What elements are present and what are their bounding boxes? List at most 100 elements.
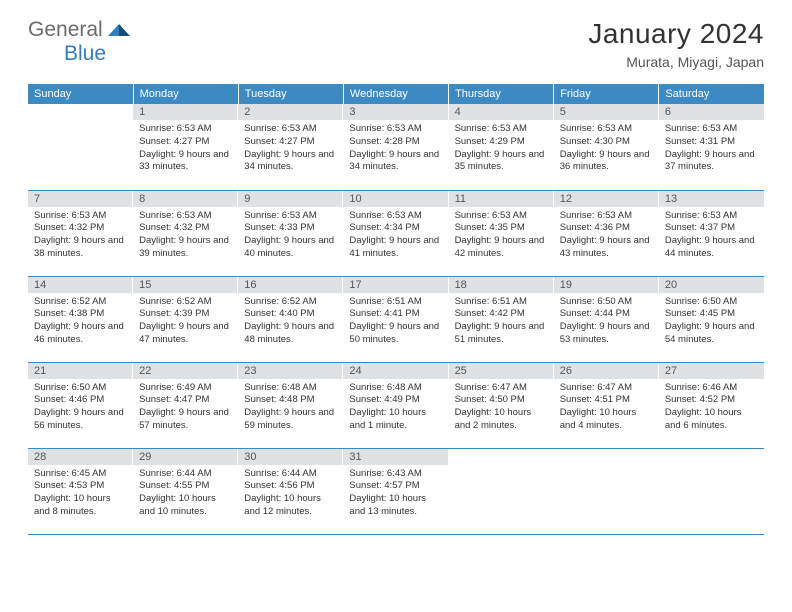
day-details: Sunrise: 6:50 AMSunset: 4:46 PMDaylight:… bbox=[28, 379, 133, 437]
day-number: 7 bbox=[28, 191, 133, 207]
day-details: Sunrise: 6:51 AMSunset: 4:41 PMDaylight:… bbox=[343, 293, 448, 351]
calendar-day-cell: 8Sunrise: 6:53 AMSunset: 4:32 PMDaylight… bbox=[133, 190, 238, 276]
day-number: 17 bbox=[343, 277, 448, 293]
weekday-header: Thursday bbox=[449, 84, 554, 104]
day-details: Sunrise: 6:52 AMSunset: 4:38 PMDaylight:… bbox=[28, 293, 133, 351]
day-details: Sunrise: 6:43 AMSunset: 4:57 PMDaylight:… bbox=[343, 465, 448, 523]
day-details: Sunrise: 6:44 AMSunset: 4:55 PMDaylight:… bbox=[133, 465, 238, 523]
calendar-day-cell: 20Sunrise: 6:50 AMSunset: 4:45 PMDayligh… bbox=[659, 276, 764, 362]
logo-text-blue: Blue bbox=[64, 42, 106, 65]
calendar-week-row: 28Sunrise: 6:45 AMSunset: 4:53 PMDayligh… bbox=[28, 448, 764, 534]
calendar-day-cell: 14Sunrise: 6:52 AMSunset: 4:38 PMDayligh… bbox=[28, 276, 133, 362]
day-number: 6 bbox=[659, 104, 764, 120]
weekday-header: Sunday bbox=[28, 84, 133, 104]
calendar-day-cell: 6Sunrise: 6:53 AMSunset: 4:31 PMDaylight… bbox=[659, 104, 764, 190]
calendar-day-cell: 10Sunrise: 6:53 AMSunset: 4:34 PMDayligh… bbox=[343, 190, 448, 276]
calendar-day-cell bbox=[554, 448, 659, 534]
day-details: Sunrise: 6:53 AMSunset: 4:30 PMDaylight:… bbox=[554, 120, 659, 178]
calendar-day-cell: 30Sunrise: 6:44 AMSunset: 4:56 PMDayligh… bbox=[238, 448, 343, 534]
logo-mark-icon bbox=[108, 20, 130, 41]
day-number: 29 bbox=[133, 449, 238, 465]
day-number: 18 bbox=[449, 277, 554, 293]
calendar-day-cell: 4Sunrise: 6:53 AMSunset: 4:29 PMDaylight… bbox=[449, 104, 554, 190]
calendar-day-cell: 9Sunrise: 6:53 AMSunset: 4:33 PMDaylight… bbox=[238, 190, 343, 276]
calendar-day-cell: 18Sunrise: 6:51 AMSunset: 4:42 PMDayligh… bbox=[449, 276, 554, 362]
calendar-week-row: 7Sunrise: 6:53 AMSunset: 4:32 PMDaylight… bbox=[28, 190, 764, 276]
day-details: Sunrise: 6:53 AMSunset: 4:33 PMDaylight:… bbox=[238, 207, 343, 265]
calendar-day-cell: 24Sunrise: 6:48 AMSunset: 4:49 PMDayligh… bbox=[343, 362, 448, 448]
calendar-day-cell: 29Sunrise: 6:44 AMSunset: 4:55 PMDayligh… bbox=[133, 448, 238, 534]
calendar-body: 1Sunrise: 6:53 AMSunset: 4:27 PMDaylight… bbox=[28, 104, 764, 534]
day-details: Sunrise: 6:53 AMSunset: 4:27 PMDaylight:… bbox=[238, 120, 343, 178]
weekday-header: Friday bbox=[554, 84, 659, 104]
day-details: Sunrise: 6:53 AMSunset: 4:31 PMDaylight:… bbox=[659, 120, 764, 178]
day-number: 19 bbox=[554, 277, 659, 293]
day-number: 31 bbox=[343, 449, 448, 465]
calendar-day-cell: 26Sunrise: 6:47 AMSunset: 4:51 PMDayligh… bbox=[554, 362, 659, 448]
day-number: 2 bbox=[238, 104, 343, 120]
day-number: 20 bbox=[659, 277, 764, 293]
day-number: 11 bbox=[449, 191, 554, 207]
weekday-header-row: SundayMondayTuesdayWednesdayThursdayFrid… bbox=[28, 84, 764, 104]
logo: General bbox=[28, 18, 132, 42]
day-details: Sunrise: 6:53 AMSunset: 4:29 PMDaylight:… bbox=[449, 120, 554, 178]
calendar-week-row: 14Sunrise: 6:52 AMSunset: 4:38 PMDayligh… bbox=[28, 276, 764, 362]
weekday-header: Tuesday bbox=[238, 84, 343, 104]
calendar-day-cell bbox=[449, 448, 554, 534]
day-number: 15 bbox=[133, 277, 238, 293]
day-details: Sunrise: 6:53 AMSunset: 4:32 PMDaylight:… bbox=[133, 207, 238, 265]
day-number: 27 bbox=[659, 363, 764, 379]
weekday-header: Saturday bbox=[659, 84, 764, 104]
day-number: 16 bbox=[238, 277, 343, 293]
day-details: Sunrise: 6:53 AMSunset: 4:34 PMDaylight:… bbox=[343, 207, 448, 265]
calendar-day-cell: 7Sunrise: 6:53 AMSunset: 4:32 PMDaylight… bbox=[28, 190, 133, 276]
day-details: Sunrise: 6:53 AMSunset: 4:27 PMDaylight:… bbox=[133, 120, 238, 178]
day-number: 22 bbox=[133, 363, 238, 379]
day-number: 24 bbox=[343, 363, 448, 379]
day-details: Sunrise: 6:53 AMSunset: 4:28 PMDaylight:… bbox=[343, 120, 448, 178]
day-details: Sunrise: 6:45 AMSunset: 4:53 PMDaylight:… bbox=[28, 465, 133, 523]
logo-text-general: General bbox=[28, 18, 103, 42]
day-details: Sunrise: 6:44 AMSunset: 4:56 PMDaylight:… bbox=[238, 465, 343, 523]
calendar-day-cell: 16Sunrise: 6:52 AMSunset: 4:40 PMDayligh… bbox=[238, 276, 343, 362]
calendar-day-cell: 13Sunrise: 6:53 AMSunset: 4:37 PMDayligh… bbox=[659, 190, 764, 276]
day-number: 4 bbox=[449, 104, 554, 120]
location-subtitle: Murata, Miyagi, Japan bbox=[588, 54, 764, 70]
day-details: Sunrise: 6:47 AMSunset: 4:50 PMDaylight:… bbox=[449, 379, 554, 437]
day-details: Sunrise: 6:50 AMSunset: 4:44 PMDaylight:… bbox=[554, 293, 659, 351]
calendar-week-row: 21Sunrise: 6:50 AMSunset: 4:46 PMDayligh… bbox=[28, 362, 764, 448]
day-number: 1 bbox=[133, 104, 238, 120]
calendar-day-cell: 27Sunrise: 6:46 AMSunset: 4:52 PMDayligh… bbox=[659, 362, 764, 448]
calendar-day-cell: 19Sunrise: 6:50 AMSunset: 4:44 PMDayligh… bbox=[554, 276, 659, 362]
day-details: Sunrise: 6:53 AMSunset: 4:37 PMDaylight:… bbox=[659, 207, 764, 265]
calendar-day-cell: 5Sunrise: 6:53 AMSunset: 4:30 PMDaylight… bbox=[554, 104, 659, 190]
calendar-day-cell: 31Sunrise: 6:43 AMSunset: 4:57 PMDayligh… bbox=[343, 448, 448, 534]
day-details: Sunrise: 6:48 AMSunset: 4:48 PMDaylight:… bbox=[238, 379, 343, 437]
calendar-day-cell: 2Sunrise: 6:53 AMSunset: 4:27 PMDaylight… bbox=[238, 104, 343, 190]
day-details: Sunrise: 6:53 AMSunset: 4:35 PMDaylight:… bbox=[449, 207, 554, 265]
day-details: Sunrise: 6:46 AMSunset: 4:52 PMDaylight:… bbox=[659, 379, 764, 437]
day-number: 8 bbox=[133, 191, 238, 207]
day-details: Sunrise: 6:50 AMSunset: 4:45 PMDaylight:… bbox=[659, 293, 764, 351]
day-number: 12 bbox=[554, 191, 659, 207]
calendar-day-cell: 3Sunrise: 6:53 AMSunset: 4:28 PMDaylight… bbox=[343, 104, 448, 190]
calendar-day-cell: 11Sunrise: 6:53 AMSunset: 4:35 PMDayligh… bbox=[449, 190, 554, 276]
day-details: Sunrise: 6:53 AMSunset: 4:36 PMDaylight:… bbox=[554, 207, 659, 265]
day-number: 23 bbox=[238, 363, 343, 379]
calendar-table: SundayMondayTuesdayWednesdayThursdayFrid… bbox=[28, 84, 764, 535]
day-number: 30 bbox=[238, 449, 343, 465]
calendar-day-cell: 1Sunrise: 6:53 AMSunset: 4:27 PMDaylight… bbox=[133, 104, 238, 190]
calendar-day-cell: 28Sunrise: 6:45 AMSunset: 4:53 PMDayligh… bbox=[28, 448, 133, 534]
day-number: 26 bbox=[554, 363, 659, 379]
day-details: Sunrise: 6:49 AMSunset: 4:47 PMDaylight:… bbox=[133, 379, 238, 437]
day-number: 28 bbox=[28, 449, 133, 465]
weekday-header: Wednesday bbox=[343, 84, 448, 104]
day-number: 9 bbox=[238, 191, 343, 207]
calendar-day-cell: 25Sunrise: 6:47 AMSunset: 4:50 PMDayligh… bbox=[449, 362, 554, 448]
day-details: Sunrise: 6:48 AMSunset: 4:49 PMDaylight:… bbox=[343, 379, 448, 437]
day-number: 14 bbox=[28, 277, 133, 293]
day-number: 5 bbox=[554, 104, 659, 120]
calendar-day-cell bbox=[659, 448, 764, 534]
calendar-day-cell: 17Sunrise: 6:51 AMSunset: 4:41 PMDayligh… bbox=[343, 276, 448, 362]
calendar-day-cell bbox=[28, 104, 133, 190]
